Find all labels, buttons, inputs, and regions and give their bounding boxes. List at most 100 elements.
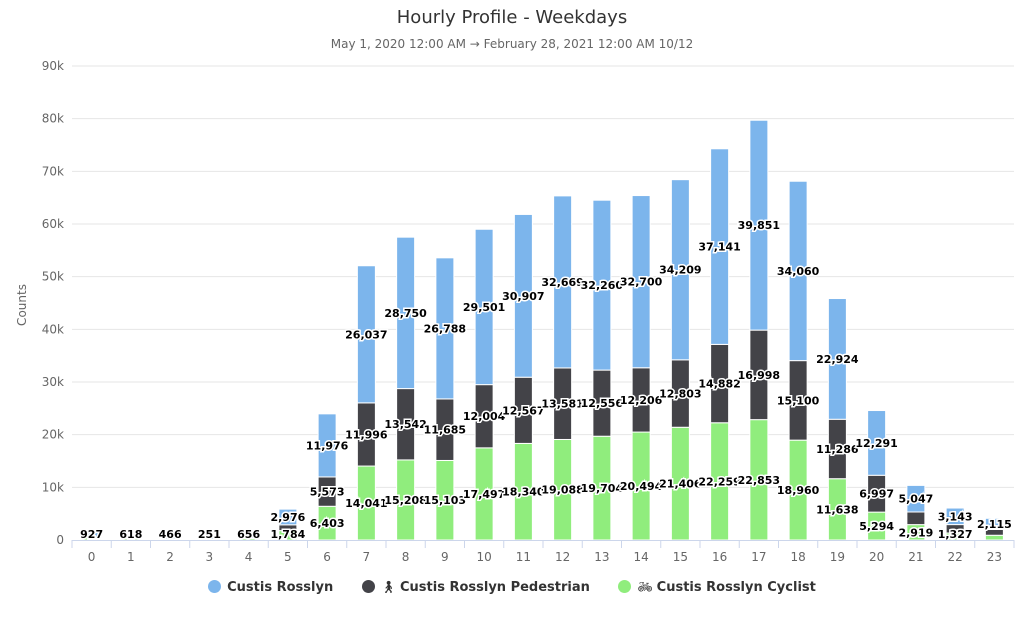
data-label: 5,294 [859,520,894,533]
bar-segment[interactable] [160,535,180,540]
bar-segment[interactable] [906,484,926,513]
bar-segment[interactable] [435,257,455,400]
data-label: 26,788 [424,322,466,335]
data-label: 39,851 [738,219,780,232]
bar-segment[interactable] [396,236,416,390]
data-label: 28,750 [384,307,427,320]
x-tick-label: 21 [908,550,923,564]
y-tick-label: 70k [42,164,64,178]
data-label: 5,047 [898,493,933,506]
data-label: 22,259 [698,475,740,488]
bar-segment[interactable] [631,195,651,369]
x-tick-label: 1 [127,550,135,564]
bar-segment[interactable] [749,119,769,331]
x-tick-label: 9 [441,550,449,564]
data-label: 12,291 [855,437,897,450]
data-label: 14,041 [345,497,387,510]
y-axis-title: Counts [15,284,29,326]
x-tick-label: 3 [206,550,214,564]
bar-segment[interactable] [945,507,965,526]
bar-segment[interactable] [788,180,808,362]
bar-segment[interactable] [121,534,141,539]
bar-segment[interactable] [984,517,1004,530]
data-label: 12,556 [581,397,624,410]
data-label: 32,260 [581,279,624,292]
bar-segment[interactable] [827,298,847,420]
data-label: 16,998 [738,369,780,382]
legend-label: Custis Rosslyn Cyclist [656,580,816,595]
legend-item-cyclist[interactable]: 🚲︎ Custis Rosslyn Cyclist [618,580,816,595]
data-label: 26,037 [345,328,387,341]
data-label: 656 [237,528,260,541]
bar-segment[interactable] [82,532,102,539]
bar-segment[interactable] [474,228,494,386]
data-label: 17,497 [463,488,505,501]
data-label: 15,208 [384,494,426,507]
bar-segment[interactable] [553,195,573,369]
x-tick-label: 0 [88,550,96,564]
x-tick-label: 13 [594,550,609,564]
x-tick-label: 15 [673,550,688,564]
y-tick-label: 0 [56,533,64,547]
y-tick-label: 90k [42,59,64,73]
data-label: 1,784 [270,528,305,541]
bar-segment[interactable] [513,213,533,378]
y-tick-label: 20k [42,428,64,442]
chart-title: Hourly Profile - Weekdays [396,7,628,28]
data-label: 6,997 [859,488,894,501]
bar-segment[interactable] [199,537,219,540]
x-tick-label: 22 [947,550,962,564]
data-label: 2,919 [898,526,933,539]
data-label: 30,907 [502,290,544,303]
data-label: 37,141 [698,241,740,254]
data-label: 34,209 [659,264,701,277]
y-tick-label: 60k [42,217,64,231]
bar-segment[interactable] [278,508,298,526]
data-label: 20,494 [620,480,663,493]
data-label: 251 [198,528,221,541]
data-label: 927 [80,528,103,541]
pedestrian-icon: 🚶︎ [380,580,396,594]
bar-segment[interactable] [670,179,690,361]
data-label: 18,960 [777,484,820,497]
bar-segment[interactable] [984,534,1004,541]
bar-segment[interactable] [906,511,926,526]
data-label: 11,638 [816,503,858,516]
x-tick-label: 14 [633,550,648,564]
data-label: 12,803 [659,388,701,401]
bar-segment[interactable] [239,534,259,539]
data-label: 466 [159,528,182,541]
x-tick-label: 20 [869,550,884,564]
data-label: 21,406 [659,478,702,491]
x-tick-label: 4 [245,550,253,564]
data-label: 32,700 [620,276,663,289]
bar-segment[interactable] [592,199,612,371]
bar-segment[interactable] [317,413,337,478]
legend-marker [618,580,632,593]
data-label: 1,327 [938,528,973,541]
x-tick-label: 11 [516,550,531,564]
chart-subtitle: May 1, 2020 12:00 AM → February 28, 2021… [330,37,694,51]
data-label: 18,340 [502,486,545,499]
y-tick-label: 10k [42,480,64,494]
data-label: 15,100 [777,394,820,407]
data-label: 11,286 [816,443,859,456]
data-label: 15,103 [424,494,466,507]
legend: Custis Rosslyn 🚶︎ Custis Rosslyn Pedestri… [0,580,1024,595]
y-tick-label: 80k [42,112,64,126]
bar-segment[interactable] [356,265,376,404]
legend-marker [361,580,375,593]
x-tick-label: 23 [987,550,1002,564]
data-label: 19,704 [581,482,624,495]
bar-segment[interactable] [710,148,730,345]
data-label: 3,143 [938,510,973,523]
data-label: 22,924 [816,353,859,366]
legend-item-custis-rosslyn[interactable]: Custis Rosslyn [208,580,333,595]
data-label: 29,501 [463,301,505,314]
data-label: 2,976 [270,511,305,524]
data-label: 12,004 [463,410,506,423]
legend-item-pedestrian[interactable]: 🚶︎ Custis Rosslyn Pedestrian [361,580,590,595]
y-tick-label: 50k [42,270,64,284]
bar-segment[interactable] [867,410,887,476]
